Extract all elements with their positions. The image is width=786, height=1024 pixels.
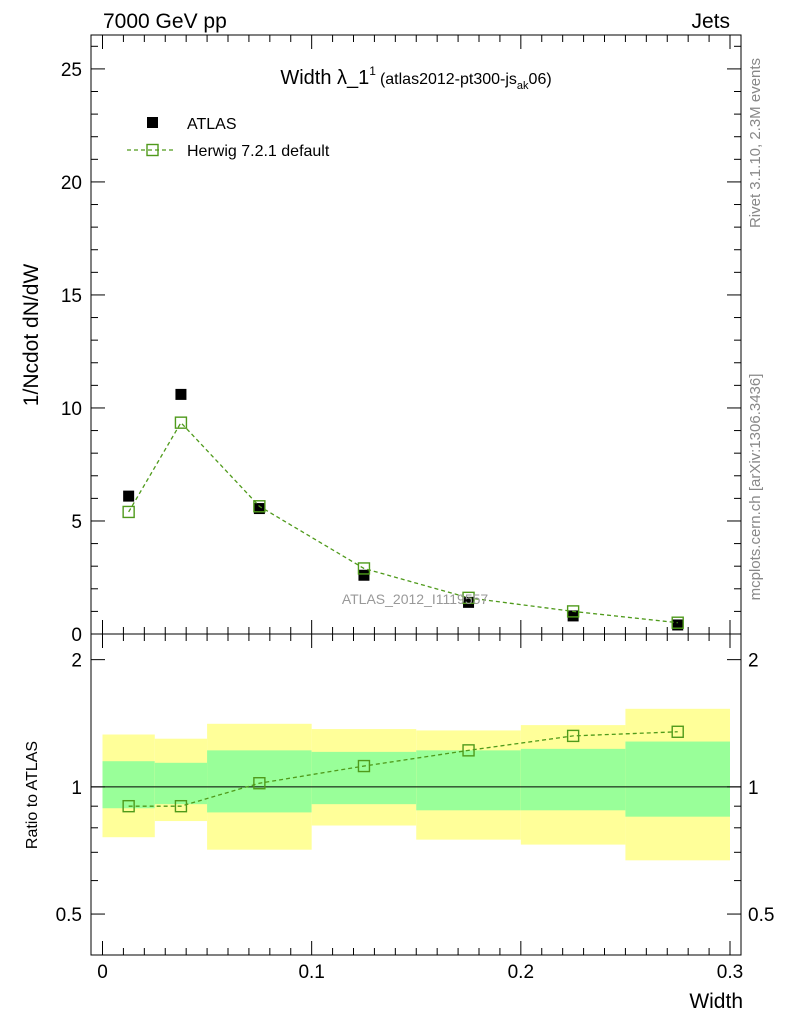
main-panel-axes: 0 5 10 15 20 25 [61,34,742,955]
atlas-data-point [672,619,684,631]
mcplots-label: mcplots.cern.ch [arXiv:1306.3436] [747,374,764,601]
ratio-herwig-point [566,729,580,743]
ratio-panel-axes: 0 0.1 0.2 0.3 0.5 0.5 1 1 2 2 [56,633,774,983]
atlas-data-point [463,596,475,608]
legend-herwig-marker [146,143,159,157]
legend-atlas-marker [147,117,158,128]
atlas-data-point [567,610,579,622]
atlas-data-point [358,569,370,581]
ratio-herwig-point [122,799,135,813]
main-y-tick-label: 10 [61,399,82,420]
ratio-inner-band-1 [154,762,208,805]
chart-marks [122,388,684,813]
ratio-herwig-point [253,777,266,790]
title-paren-open: (atlas2012-pt300-js [380,71,517,88]
x-axis-label: Width [689,990,743,1013]
analysis-watermark: ATLAS_2012_I1119557 [342,591,489,607]
atlas-data-point [175,388,187,400]
ratio-y-tick-label-right: 1 [748,778,759,799]
atlas-data-point [123,490,135,502]
legend: ATLAS Herwig 7.2.1 default [127,116,330,160]
header-jets: Jets [691,10,730,33]
ratio-herwig-point [462,744,475,757]
x-tick-label: 0.2 [508,962,534,983]
atlas-data-point [253,503,265,515]
ratio-inner-band-2 [207,750,312,813]
herwig-point [671,616,684,629]
main-y-tick-label: 25 [61,60,82,81]
x-tick-label: 0.1 [298,962,324,983]
ratio-uncertainty-bands [102,708,730,861]
ratio-herwig-point [174,799,188,813]
legend-herwig-label: Herwig 7.2.1 default [187,143,330,160]
rivet-version-label: Rivet 3.1.10, 2.3M events [747,58,764,228]
ratio-herwig-line [128,731,678,807]
herwig-point [174,416,188,429]
ratio-frame [90,633,742,956]
ratio-y-axis-label: Ratio to ATLAS [24,741,41,849]
herwig-point [462,591,475,605]
herwig-point [253,500,266,513]
herwig-line [128,421,678,624]
ratio-y-tick-label-left: 0.5 [56,905,82,926]
ratio-inner-band-3 [311,751,417,805]
herwig-point [566,605,580,618]
header-energy: 7000 GeV pp [103,10,227,33]
herwig-point [357,562,371,575]
title-main: Width λ_1 [280,67,369,89]
main-y-tick-label: 5 [71,512,82,533]
ratio-y-tick-label-right: 0.5 [748,905,774,926]
title-paren-close: 06) [529,71,552,88]
main-y-tick-label: 15 [61,286,82,307]
title-superscript: 1 [369,64,376,78]
main-y-tick-label: 0 [71,625,82,646]
herwig-point [122,505,135,519]
main-y-axis-label: 1/Ncdot dN/dW [20,264,43,407]
chart-title: Width λ_11 (atlas2012-pt300-jsak06) [280,64,551,92]
ratio-inner-band-5 [520,748,626,811]
ratio-inner-band-4 [416,750,521,811]
x-tick-label: 0 [97,962,108,983]
legend-atlas-label: ATLAS [187,116,237,133]
ratio-y-tick-label-left: 2 [71,651,82,672]
ratio-inner-band-6 [625,741,730,817]
ratio-herwig-point [357,759,371,773]
ratio-herwig-point [671,725,684,738]
ratio-y-tick-label-left: 1 [71,778,82,799]
ratio-y-tick-label-right: 2 [748,651,759,672]
x-tick-label: 0.3 [717,962,743,983]
title-subscript: ak [517,80,529,92]
main-y-tick-label: 20 [61,173,82,194]
